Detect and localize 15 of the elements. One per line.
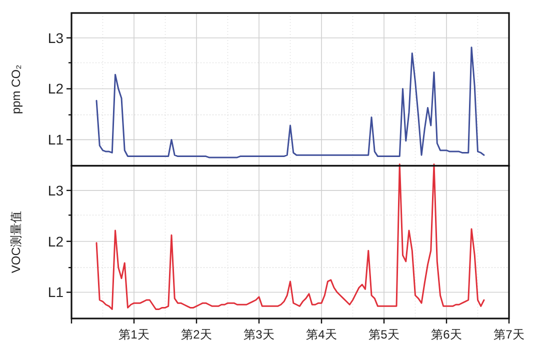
x-tick-label: 第1天 [118,328,150,342]
x-tick-label: 第5天 [368,328,400,342]
ref-line-label: L2 [48,233,64,250]
x-tick-label: 第6天 [431,328,462,342]
y-axis-title: ppm CO₂ [9,64,23,114]
x-tick-label: 第2天 [181,328,212,342]
x-tick-label: 第7天 [494,328,524,342]
ref-line-label: L3 [48,182,64,198]
ref-line-label: L2 [48,80,64,97]
ref-line-label: L3 [48,30,64,46]
ref-line-label: L1 [48,284,64,300]
ref-line-label: L1 [48,132,64,148]
x-tick-label: 第3天 [244,328,274,342]
y-axis-title: VOC测量值 [9,211,23,274]
x-tick-label: 第4天 [306,328,337,342]
